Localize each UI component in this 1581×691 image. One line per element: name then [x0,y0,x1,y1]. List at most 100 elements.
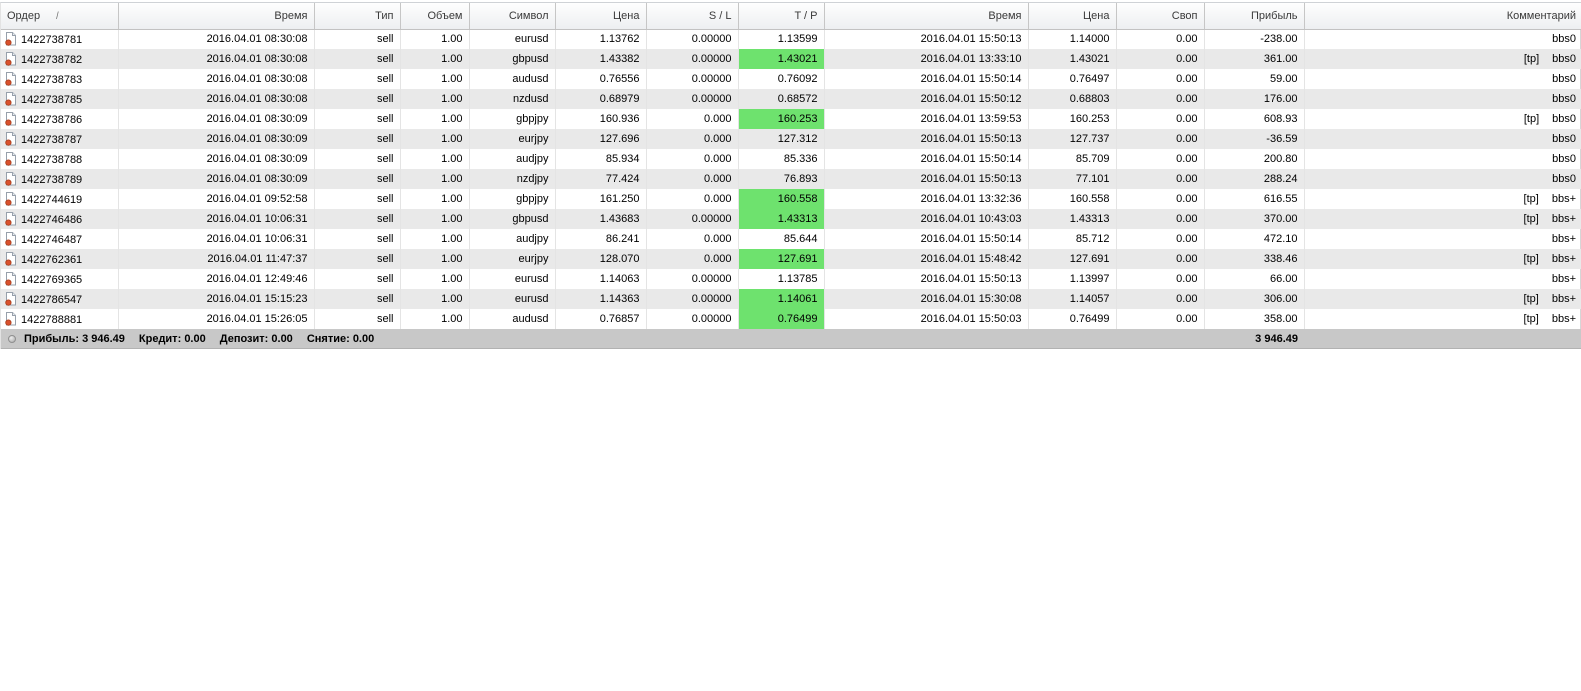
cell-tp: 85.336 [738,149,825,169]
cell-volume: 1.00 [400,149,470,169]
cell-order: 1422746487 [1,229,119,249]
cell-close-price: 85.709 [1028,149,1117,169]
order-ticket-icon [5,312,17,326]
cell-close-price: 160.558 [1028,189,1117,209]
history-row[interactable]: 1422738788 2016.04.01 08:30:09 sell 1.00… [1,149,1581,169]
history-row[interactable]: 1422738786 2016.04.01 08:30:09 sell 1.00… [1,109,1581,129]
summary-withdrawal: Снятие: 0.00 [306,332,375,345]
column-header-tp[interactable]: T / P [738,3,825,30]
cell-volume: 1.00 [400,89,470,109]
history-row[interactable]: 1422738785 2016.04.01 08:30:08 sell 1.00… [1,89,1581,109]
cell-symbol: audjpy [469,149,556,169]
column-header-type[interactable]: Тип [314,3,401,30]
cell-open-time: 2016.04.01 08:30:08 [118,29,315,49]
tp-tag: [tp] [1523,193,1539,205]
history-row[interactable]: 1422746486 2016.04.01 10:06:31 sell 1.00… [1,209,1581,229]
cell-profit: 288.24 [1204,169,1305,189]
cell-swap: 0.00 [1116,189,1205,209]
cell-tp: 76.893 [738,169,825,189]
history-row[interactable]: 1422738781 2016.04.01 08:30:08 sell 1.00… [1,29,1581,49]
cell-profit: 370.00 [1204,209,1305,229]
column-header-swap[interactable]: Своп [1116,3,1205,30]
sort-ascending-icon: / [56,10,59,22]
history-row[interactable]: 1422788881 2016.04.01 15:26:05 sell 1.00… [1,309,1581,329]
cell-tp: 0.68572 [738,89,825,109]
column-header-open-time[interactable]: Время [118,3,315,30]
summary-row: Прибыль: 3 946.49 Кредит: 0.00 Депозит: … [1,329,1581,349]
cell-type: sell [314,29,401,49]
cell-type: sell [314,209,401,229]
cell-symbol: eurusd [469,269,556,289]
cell-volume: 1.00 [400,289,470,309]
cell-swap: 0.00 [1116,129,1205,149]
cell-volume: 1.00 [400,189,470,209]
cell-open-price: 0.68979 [555,89,647,109]
history-row[interactable]: 1422762361 2016.04.01 11:47:37 sell 1.00… [1,249,1581,269]
comment-text: bbs0 [1552,93,1576,105]
order-ticket-icon [5,112,17,126]
summary-profit: Прибыль: 3 946.49 [24,332,125,345]
cell-symbol: gbpjpy [469,109,556,129]
cell-close-time: 2016.04.01 15:50:14 [824,229,1029,249]
column-header-order[interactable]: Ордер / [1,3,119,30]
cell-type: sell [314,189,401,209]
cell-swap: 0.00 [1116,89,1205,109]
column-header-open-price[interactable]: Цена [555,3,647,30]
history-row[interactable]: 1422786547 2016.04.01 15:15:23 sell 1.00… [1,289,1581,309]
cell-close-price: 0.76497 [1028,69,1117,89]
history-row[interactable]: 1422746487 2016.04.01 10:06:31 sell 1.00… [1,229,1581,249]
column-header-close-time[interactable]: Время [824,3,1029,30]
history-row[interactable]: 1422738783 2016.04.01 08:30:08 sell 1.00… [1,69,1581,89]
column-header-volume[interactable]: Объем [400,3,470,30]
history-row[interactable]: 1422738787 2016.04.01 08:30:09 sell 1.00… [1,129,1581,149]
cell-order: 1422788881 [1,309,119,329]
cell-tp: 1.14061 [738,289,825,309]
cell-symbol: eurjpy [469,249,556,269]
cell-tp: 1.13599 [738,29,825,49]
cell-volume: 1.00 [400,249,470,269]
history-row[interactable]: 1422738782 2016.04.01 08:30:08 sell 1.00… [1,49,1581,69]
cell-close-time: 2016.04.01 15:48:42 [824,249,1029,269]
history-row[interactable]: 1422769365 2016.04.01 12:49:46 sell 1.00… [1,269,1581,289]
cell-symbol: audjpy [469,229,556,249]
tp-tag: [tp] [1523,53,1540,65]
cell-close-price: 1.13997 [1028,269,1117,289]
cell-close-time: 2016.04.01 15:50:13 [824,169,1029,189]
column-header-close-price[interactable]: Цена [1028,3,1117,30]
cell-volume: 1.00 [400,209,470,229]
cell-order: 1422769365 [1,269,119,289]
cell-open-time: 2016.04.01 08:30:08 [118,49,315,69]
cell-close-time: 2016.04.01 15:50:14 [824,149,1029,169]
history-row[interactable]: 1422744619 2016.04.01 09:52:58 sell 1.00… [1,189,1581,209]
cell-order: 1422738786 [1,109,119,129]
cell-close-time: 2016.04.01 13:33:10 [824,49,1029,69]
column-header-order-label: Ордер [7,9,41,22]
cell-swap: 0.00 [1116,289,1205,309]
summary-status-icon [8,334,16,343]
tp-tag: [tp] [1523,313,1539,325]
column-header-symbol[interactable]: Символ [469,3,556,30]
tp-tag: [tp] [1523,113,1540,125]
column-header-comment[interactable]: Комментарий [1304,3,1581,30]
cell-volume: 1.00 [400,269,470,289]
comment-text: bbs+ [1551,313,1576,325]
cell-order: 1422744619 [1,189,119,209]
cell-close-time: 2016.04.01 15:50:12 [824,89,1029,109]
cell-open-price: 86.241 [555,229,647,249]
comment-text: bbs0 [1552,73,1576,85]
comment-text: bbs+ [1551,193,1576,205]
history-row[interactable]: 1422738789 2016.04.01 08:30:09 sell 1.00… [1,169,1581,189]
cell-type: sell [314,269,401,289]
cell-comment: bbs0 [1304,69,1581,89]
cell-comment: [tp] bbs+ [1304,209,1581,229]
cell-open-price: 77.424 [555,169,647,189]
cell-comment: bbs0 [1304,129,1581,149]
cell-type: sell [314,289,401,309]
cell-close-price: 1.14057 [1028,289,1117,309]
cell-open-time: 2016.04.01 15:26:05 [118,309,315,329]
tp-tag: [tp] [1523,213,1539,225]
column-header-sl[interactable]: S / L [646,3,739,30]
cell-symbol: nzdusd [469,89,556,109]
cell-comment: [tp] bbs+ [1304,249,1581,269]
column-header-profit[interactable]: Прибыль [1204,3,1305,30]
